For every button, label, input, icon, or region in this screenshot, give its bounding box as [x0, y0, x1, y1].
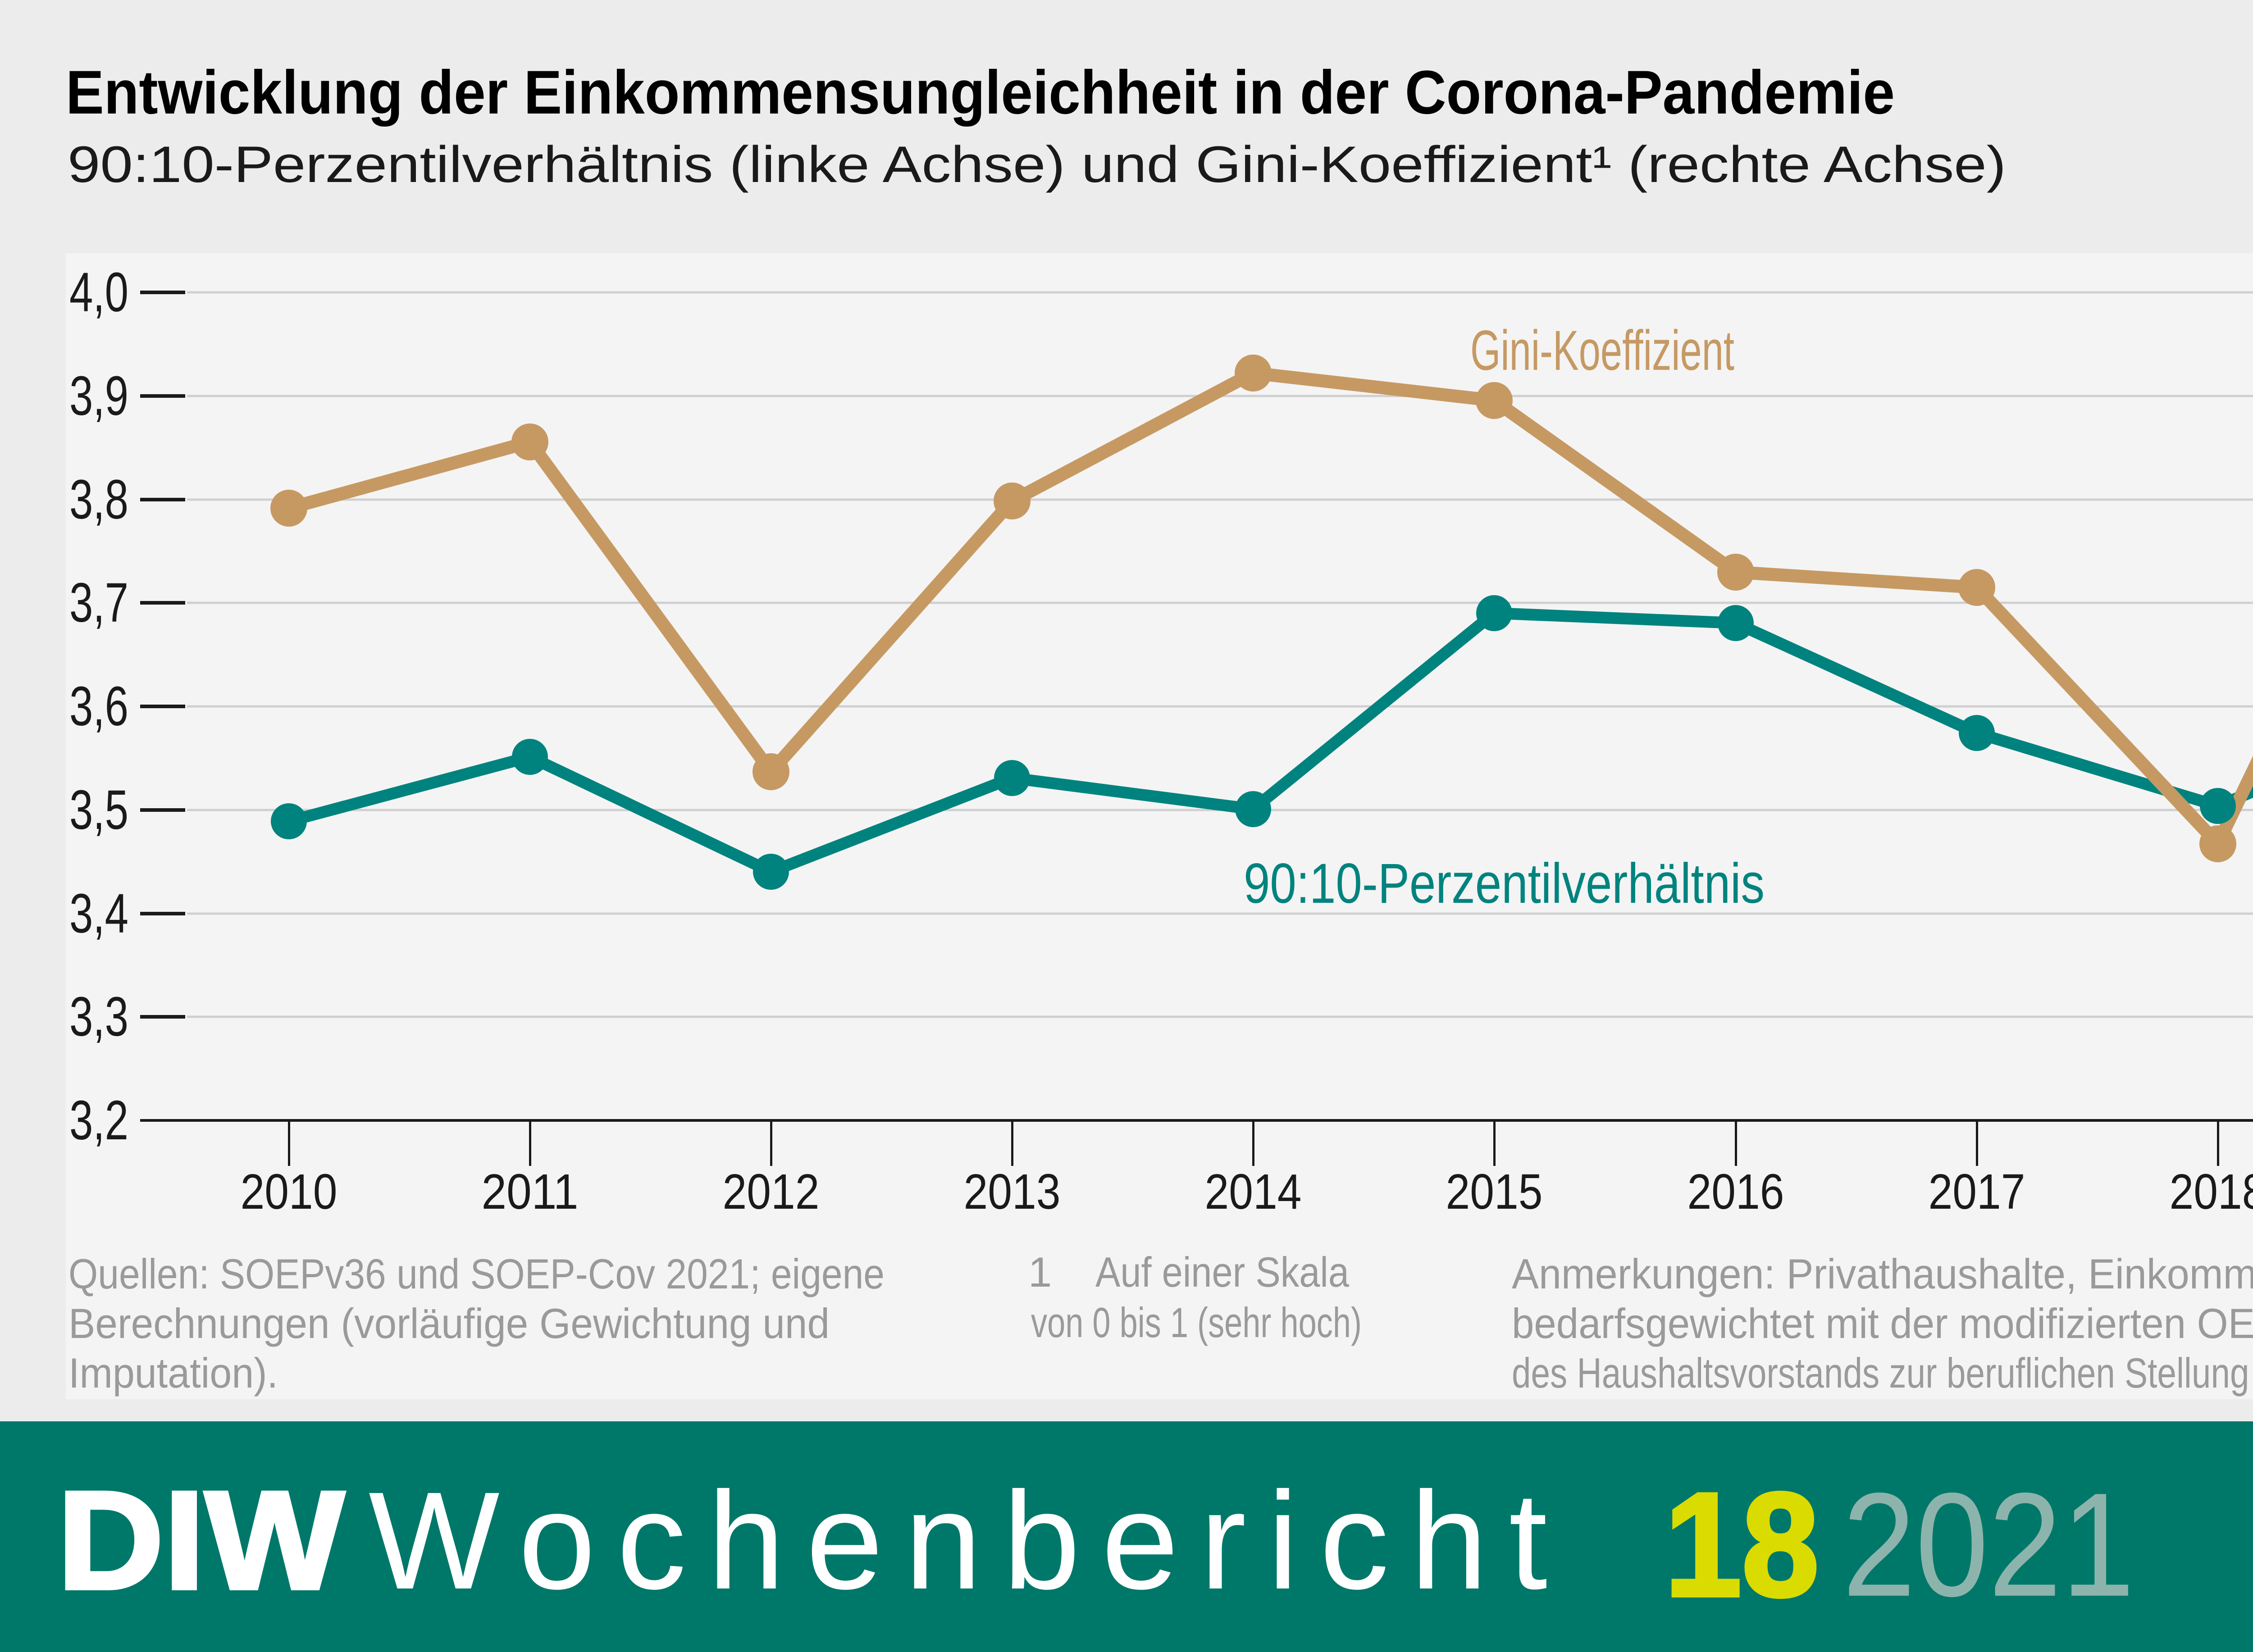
svg-text:bedarfsgewichtet mit der modif: bedarfsgewichtet mit der modifizierten O…	[1512, 1300, 2253, 1347]
svg-text:90:10-Perzentilverhältnis (lin: 90:10-Perzentilverhältnis (linke Achse) …	[68, 136, 2006, 193]
svg-text:3,8: 3,8	[69, 469, 128, 531]
svg-text:90:10-Perzentilverhältnis: 90:10-Perzentilverhältnis	[1244, 852, 1765, 915]
svg-text:18: 18	[1665, 1462, 1819, 1627]
svg-text:Gini-Koeffizient: Gini-Koeffizient	[1470, 319, 1734, 382]
svg-text:3,9: 3,9	[69, 365, 128, 427]
svg-text:2010: 2010	[241, 1164, 337, 1220]
svg-text:Auf einer Skala: Auf einer Skala	[1095, 1248, 1350, 1296]
svg-text:1: 1	[1028, 1248, 1052, 1296]
svg-text:3,5: 3,5	[69, 779, 128, 841]
svg-text:3,6: 3,6	[69, 676, 128, 737]
svg-text:DIW: DIW	[57, 1462, 346, 1618]
svg-text:3,2: 3,2	[69, 1090, 128, 1151]
svg-text:Imputation).: Imputation).	[68, 1349, 278, 1397]
svg-text:Berechnungen (vorläufige Gewic: Berechnungen (vorläufige Gewichtung und	[68, 1300, 830, 1347]
svg-text:Wochenbericht: Wochenbericht	[369, 1463, 1548, 1618]
svg-text:2018: 2018	[2170, 1164, 2253, 1220]
svg-text:2012: 2012	[723, 1164, 820, 1220]
svg-text:2013: 2013	[964, 1164, 1061, 1220]
svg-text:4,0: 4,0	[69, 262, 128, 323]
svg-text:Anmerkungen: Privathaushalte,: Anmerkungen: Privathaushalte, Einkommens…	[1512, 1250, 2253, 1297]
svg-text:2017: 2017	[1929, 1164, 2025, 1220]
svg-text:2014: 2014	[1205, 1164, 1302, 1220]
svg-text:2016: 2016	[1687, 1164, 1784, 1220]
svg-text:des Haushaltsvorstands zur ber: des Haushaltsvorstands zur beruflichen S…	[1512, 1349, 2253, 1397]
svg-text:Entwicklung der Einkommensungl: Entwicklung der Einkommensungleichheit i…	[66, 58, 1895, 127]
svg-text:Quellen: SOEPv36 und SOEP-Cov: Quellen: SOEPv36 und SOEP-Cov 2021; eige…	[68, 1250, 885, 1297]
svg-text:3,4: 3,4	[69, 883, 128, 945]
svg-text:2011: 2011	[482, 1164, 579, 1220]
svg-text:3,7: 3,7	[69, 572, 128, 634]
svg-text:2021: 2021	[1843, 1462, 2134, 1627]
svg-text:2015: 2015	[1446, 1164, 1543, 1220]
svg-text:3,3: 3,3	[69, 986, 128, 1048]
svg-text:von 0 bis 1 (sehr hoch): von 0 bis 1 (sehr hoch)	[1031, 1299, 1362, 1346]
